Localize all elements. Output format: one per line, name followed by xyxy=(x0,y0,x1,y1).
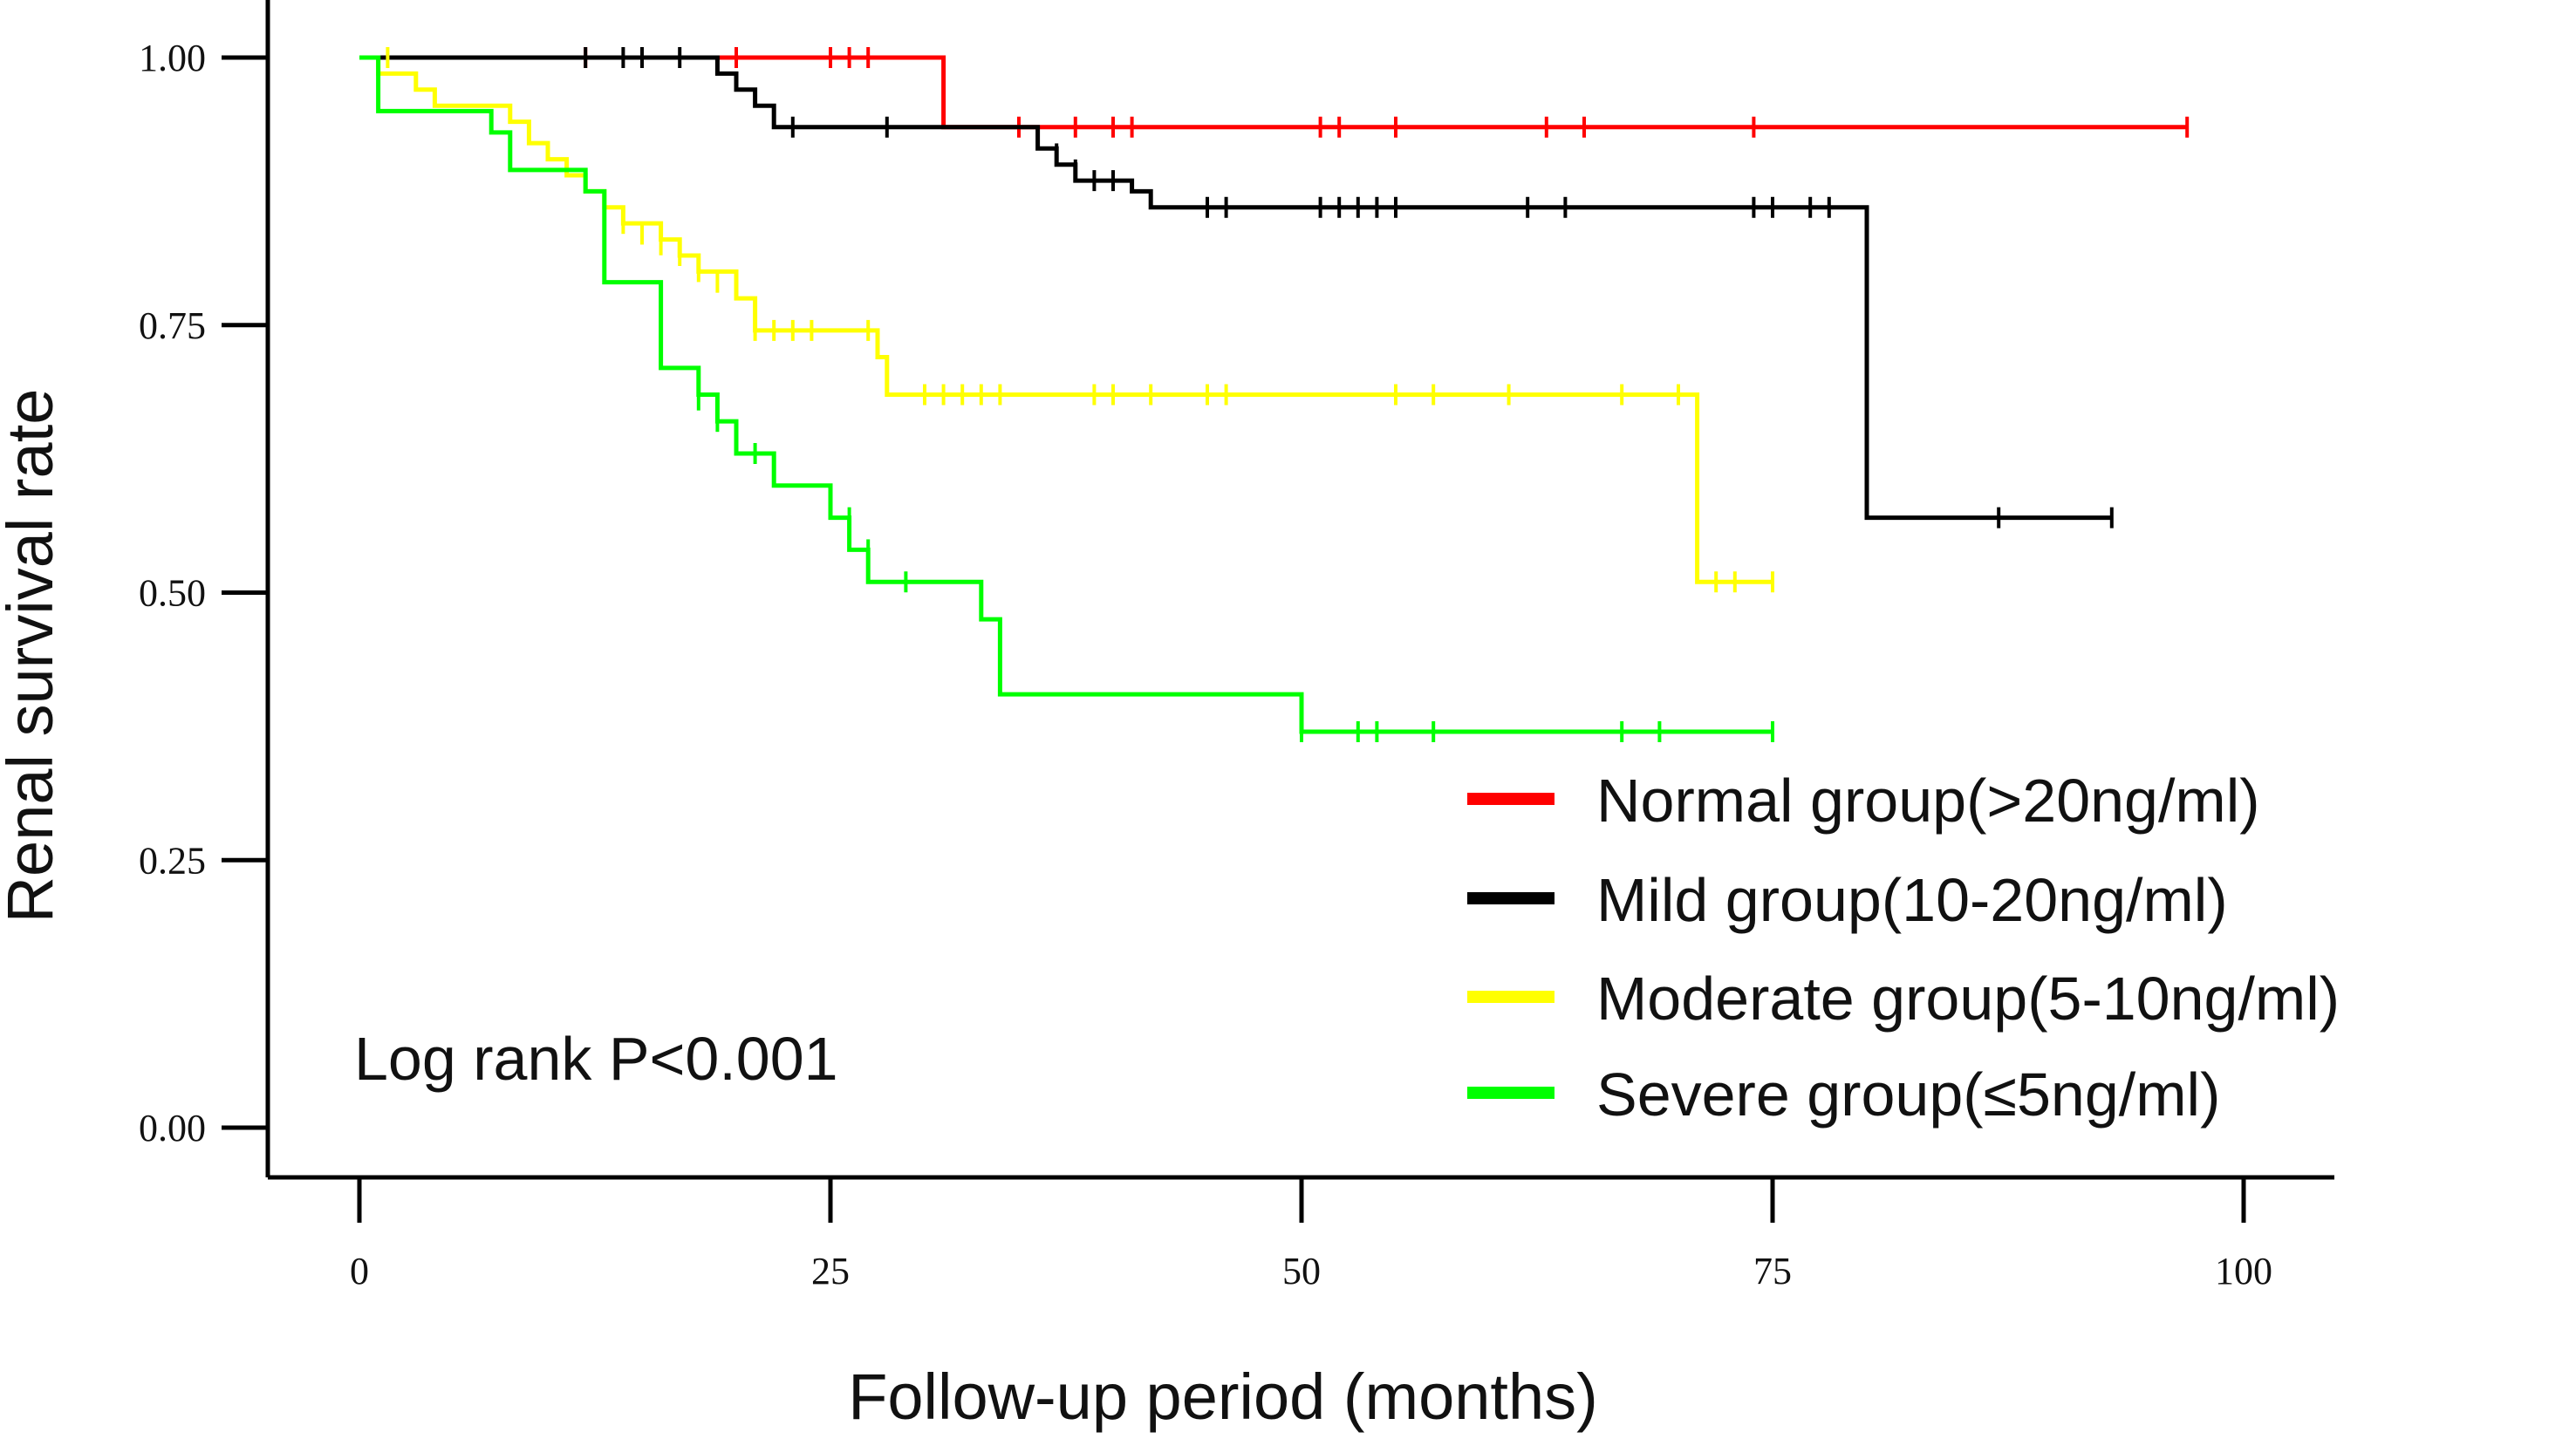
series-1 xyxy=(359,47,2114,529)
series-2 xyxy=(359,47,1774,593)
series-layer xyxy=(359,47,2190,743)
legend-label: Moderate group(5-10ng/ml) xyxy=(1596,965,2340,1033)
survival-curve xyxy=(359,55,1773,584)
log-rank-annotation: Log rank P<0.001 xyxy=(354,1025,838,1093)
legend-label: Mild group(10-20ng/ml) xyxy=(1596,866,2228,934)
series-3 xyxy=(359,55,1774,743)
x-tick-label: 75 xyxy=(1753,1250,1792,1292)
x-tick-label: 50 xyxy=(1282,1250,1321,1292)
y-tick-label: 0.75 xyxy=(139,304,206,347)
y-axis-ticks: 0.00 0.25 0.50 0.75 1.00 xyxy=(139,37,268,1149)
x-tick-label: 25 xyxy=(811,1250,850,1292)
y-tick-label: 0.50 xyxy=(139,572,206,615)
y-tick-label: 1.00 xyxy=(139,37,206,79)
y-axis-title: Renal survival rate xyxy=(0,389,66,924)
legend: Normal group(>20ng/ml) Mild group(10-20ng… xyxy=(1467,767,2340,1129)
x-tick-label: 0 xyxy=(350,1250,369,1292)
survival-curve xyxy=(359,55,2112,521)
x-axis-title: Follow-up period (months) xyxy=(848,1361,1598,1433)
survival-curve xyxy=(359,55,2188,130)
x-tick-label: 100 xyxy=(2215,1250,2272,1292)
series-0 xyxy=(359,47,2190,138)
y-tick-label: 0.25 xyxy=(139,839,206,882)
y-tick-label: 0.00 xyxy=(139,1107,206,1149)
x-axis-ticks: 0 25 50 75 100 xyxy=(350,1177,2272,1292)
legend-label: Normal group(>20ng/ml) xyxy=(1596,767,2260,835)
legend-label: Severe group(≤5ng/ml) xyxy=(1596,1060,2220,1129)
